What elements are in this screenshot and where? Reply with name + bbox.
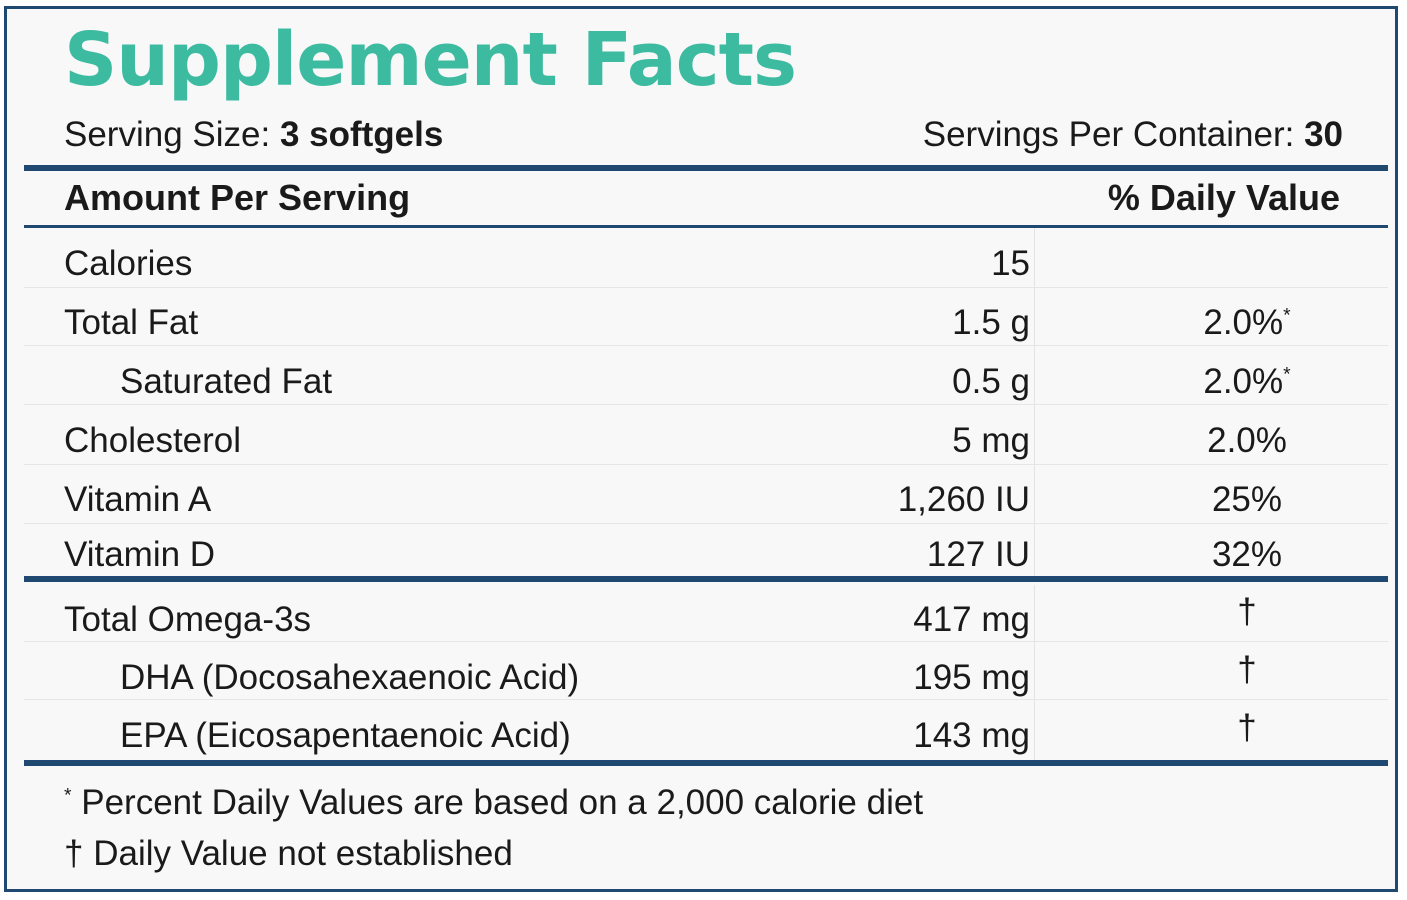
nutrient-name: Total Omega-3s — [64, 600, 312, 639]
supplement-facts-panel: Supplement Facts Serving Size: 3 softgel… — [4, 6, 1398, 892]
nutrient-name: Vitamin D — [64, 535, 216, 574]
amount-per-serving-header: Amount Per Serving — [64, 177, 411, 218]
serving-info: Serving Size: 3 softgels Servings Per Co… — [64, 117, 1343, 152]
nutrient-amount: 1.5 g — [952, 303, 1030, 342]
row-divider — [24, 523, 1388, 524]
serving-size-label: Serving Size: — [64, 115, 271, 154]
header-bottom-rule — [24, 225, 1388, 228]
row-divider — [24, 641, 1388, 642]
daily-value-header: % Daily Value — [1107, 177, 1340, 218]
asterisk-mark: * — [64, 785, 72, 807]
nutrient-amount: 5 mg — [952, 421, 1030, 460]
asterisk-mark: * — [1283, 364, 1291, 386]
column-divider — [1034, 585, 1035, 762]
servings-per-container-value: 30 — [1304, 115, 1343, 154]
nutrient-name: Total Fat — [64, 303, 199, 342]
section-rule — [24, 576, 1388, 582]
row-divider — [24, 464, 1388, 465]
row-divider — [24, 404, 1388, 405]
dagger-mark: † — [1237, 650, 1257, 689]
footer-rule — [24, 760, 1388, 766]
row-divider — [24, 699, 1388, 700]
nutrient-daily-value: 2.0%* — [1203, 303, 1291, 342]
nutrient-daily-value: 2.0%* — [1203, 362, 1291, 401]
dagger-mark: † — [64, 834, 84, 873]
nutrient-amount: 15 — [991, 244, 1030, 283]
servings-per-container: Servings Per Container: 30 — [923, 117, 1343, 152]
row-divider — [24, 345, 1388, 346]
servings-per-container-label: Servings Per Container: — [922, 115, 1295, 154]
column-divider — [1034, 228, 1035, 579]
nutrient-daily-value: 2.0% — [1207, 421, 1287, 460]
nutrient-amount: 195 mg — [913, 658, 1030, 697]
asterisk-mark: * — [1283, 305, 1291, 327]
nutrient-name: Cholesterol — [64, 421, 242, 460]
dagger-mark: † — [1237, 592, 1257, 631]
nutrient-amount: 143 mg — [913, 716, 1030, 755]
nutrient-daily-value: 32% — [1211, 535, 1283, 574]
nutrient-name: Vitamin A — [64, 480, 212, 519]
nutrient-amount: 127 IU — [926, 535, 1030, 574]
nutrient-amount: 1,260 IU — [897, 480, 1030, 519]
row-divider — [24, 287, 1388, 288]
nutrient-name: DHA (Docosahexaenoic Acid) — [120, 658, 580, 697]
footnote-not-established: † Daily Value not established — [64, 834, 513, 873]
serving-size: Serving Size: 3 softgels — [64, 117, 443, 152]
nutrient-name: Saturated Fat — [120, 362, 333, 401]
nutrient-amount: 0.5 g — [952, 362, 1030, 401]
label-title: Supplement Facts — [64, 17, 797, 103]
nutrient-amount: 417 mg — [913, 600, 1030, 639]
serving-size-value: 3 softgels — [279, 115, 444, 154]
nutrient-name: EPA (Eicosapentaenoic Acid) — [120, 716, 571, 755]
nutrient-name: Calories — [64, 244, 193, 283]
nutrient-daily-value: 25% — [1211, 480, 1283, 519]
table-header: Amount Per Serving % Daily Value — [64, 180, 1340, 216]
footnote-daily-values: * Percent Daily Values are based on a 2,… — [64, 783, 924, 822]
header-top-rule — [24, 165, 1388, 171]
dagger-mark: † — [1237, 708, 1257, 747]
